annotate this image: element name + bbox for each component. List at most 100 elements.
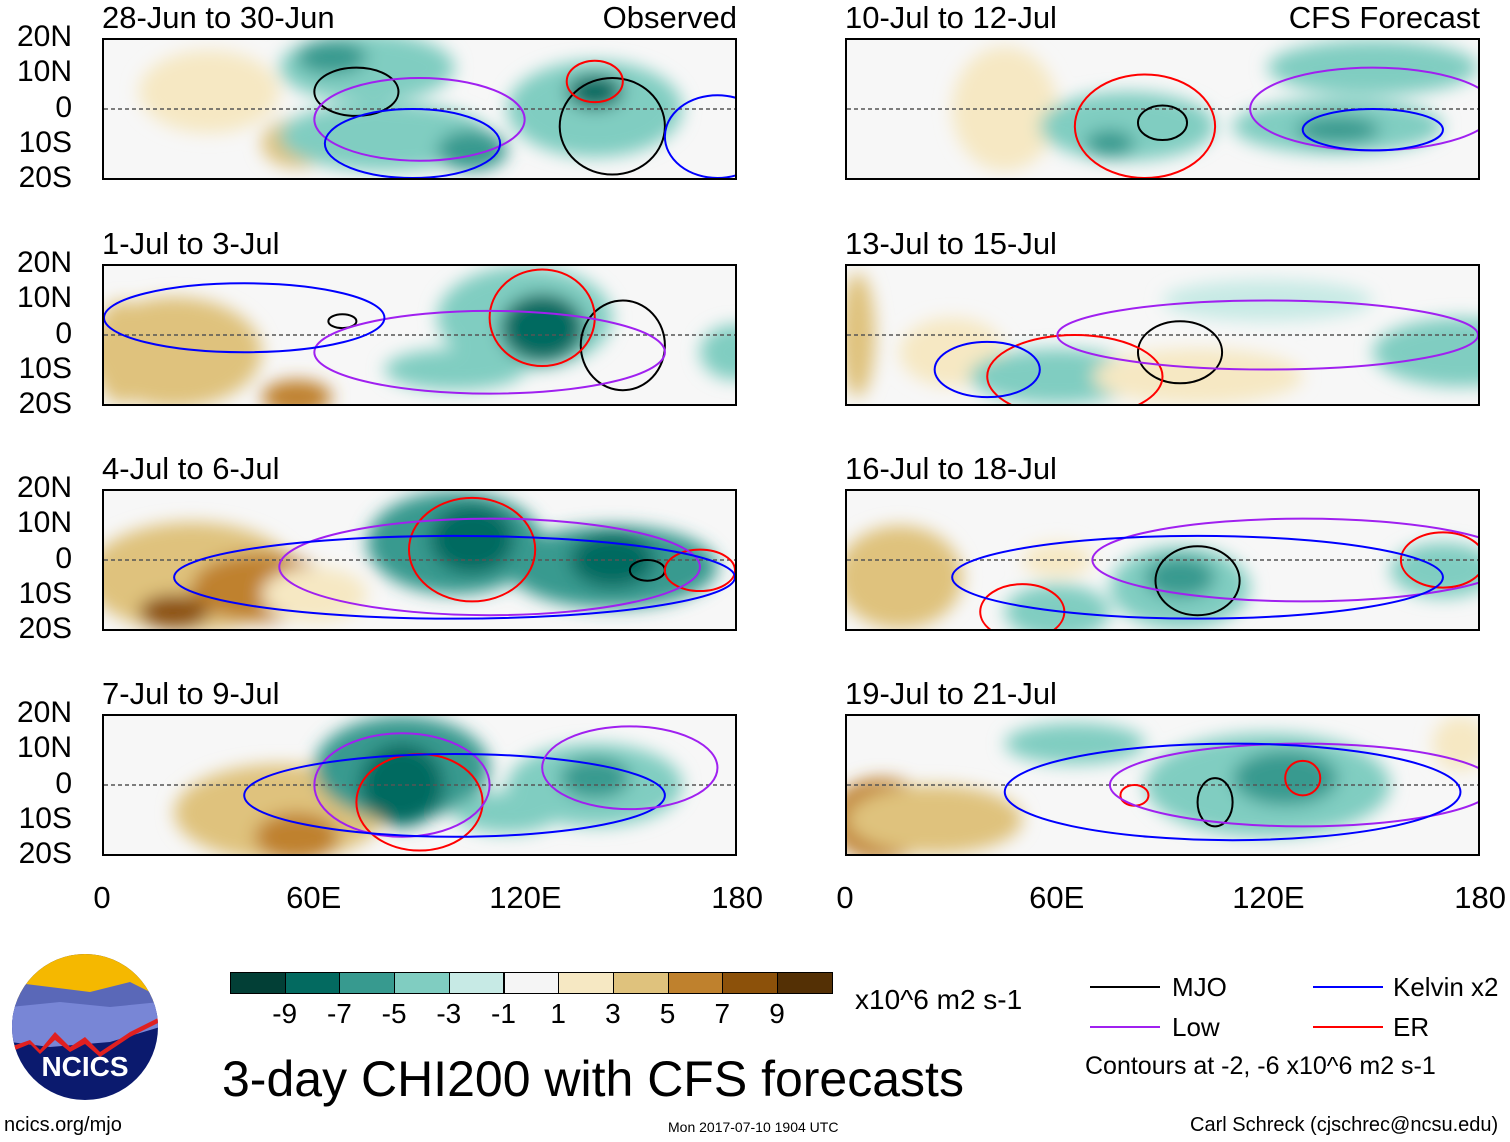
colorbar-swatch (558, 972, 614, 994)
er-contour (665, 550, 735, 591)
colorbar-swatch (612, 972, 669, 994)
colorbar-label: -5 (381, 998, 407, 1029)
anomaly-region (454, 791, 560, 834)
panel-title: 7-Jul to 9-Jul (102, 676, 280, 711)
mjo-contour (1138, 321, 1222, 383)
map-panel (102, 38, 737, 180)
anomaly-region (1295, 115, 1380, 144)
kelvin-contour (952, 536, 1443, 619)
colorbar-label: 1 (550, 998, 566, 1029)
colorbar-label: 3 (605, 998, 621, 1029)
low-contour (314, 311, 665, 394)
er-contour (1401, 532, 1478, 587)
anomaly-region (847, 785, 1023, 854)
lat-label: 20S (18, 612, 72, 646)
lat-label: 0 (55, 90, 72, 124)
panel-title: 16-Jul to 18-Jul (845, 451, 1057, 486)
anomaly-region (847, 525, 963, 629)
anomaly-region (1085, 129, 1135, 158)
colorbar-label: 7 (714, 998, 731, 1029)
anomaly-region (500, 293, 585, 363)
er-contour (567, 61, 623, 102)
lat-label: 20S (18, 387, 72, 421)
anomaly-region (139, 50, 280, 134)
lon-label: 120E (489, 880, 562, 915)
mjo-contour (328, 314, 356, 328)
anomaly-region (254, 812, 339, 854)
colorbar-swatch (339, 972, 396, 994)
colorbar-units: x10^6 m2 s-1 (855, 984, 1023, 1015)
lat-label: 0 (55, 541, 72, 575)
mjo-contour (1198, 778, 1233, 826)
anomaly-region (969, 348, 1145, 404)
colorbar-label: -1 (491, 998, 516, 1029)
anomaly-region (1004, 722, 1145, 765)
mjo-contour (581, 301, 665, 391)
figure-title: 3-day CHI200 with CFS forecasts (222, 1051, 964, 1107)
colorbar-label: -3 (436, 998, 462, 1029)
kelvin-contour (1303, 109, 1443, 150)
mjo-contour (1155, 546, 1239, 615)
kelvin-contour (244, 754, 665, 837)
legend-er-label: ER (1393, 1012, 1430, 1042)
colorbar-swatch (284, 972, 341, 994)
colorbar-label: -7 (326, 998, 352, 1029)
footer-timestamp: Mon 2017-07-10 1904 UTC (668, 1119, 839, 1135)
lat-label: 20S (18, 837, 72, 871)
legend-low-line (1090, 1026, 1160, 1028)
kelvin-contour (1005, 744, 1461, 841)
legend-mjo-line (1090, 986, 1160, 988)
kelvin-contour (935, 342, 1040, 397)
colorbar-label: 5 (659, 998, 676, 1029)
lat-label: 20N (16, 246, 72, 279)
kelvin-contour (665, 95, 735, 178)
lat-label: 20S (18, 161, 72, 195)
lat-label: 10S (18, 801, 72, 835)
map-panel (845, 264, 1480, 406)
map-panel (102, 714, 737, 856)
er-contour (1075, 75, 1215, 179)
lon-label: 180 (711, 880, 763, 915)
panel-title: 28-Jun to 30-Jun (102, 0, 335, 35)
kelvin-contour (174, 536, 735, 619)
legend-low-label: Low (1172, 1012, 1220, 1042)
lat-label: 20N (16, 471, 72, 504)
anomaly-region (296, 40, 367, 75)
lon-label: 60E (286, 880, 342, 915)
er-contour (1285, 761, 1320, 796)
lat-label: 10S (18, 125, 72, 159)
lat-label: 10N (16, 506, 72, 540)
colorbar-swatch (448, 972, 505, 994)
low-contour (1092, 519, 1478, 602)
lon-label: 0 (93, 880, 111, 915)
legend-mjo-label: MJO (1172, 972, 1227, 1002)
right-column-header: CFS Forecast (1288, 0, 1480, 35)
lat-label: 10N (16, 731, 72, 765)
er-contour (1120, 785, 1148, 806)
anomaly-region (1144, 556, 1216, 598)
left-column-header: Observed (602, 0, 737, 35)
colorbar-label: 9 (769, 998, 785, 1029)
footer-url[interactable]: ncics.org/mjo (4, 1114, 122, 1136)
map-panel (845, 489, 1480, 631)
colorbar-swatch (394, 972, 450, 994)
low-contour (314, 733, 489, 837)
map-panel (102, 489, 737, 631)
anomaly-region (699, 324, 735, 380)
lat-label: 10S (18, 576, 72, 610)
anomaly-region (384, 348, 525, 391)
lat-label: 0 (55, 766, 72, 800)
lat-label: 20N (16, 20, 72, 53)
anomaly-region (139, 594, 210, 629)
mjo-contour (560, 78, 665, 175)
anomaly-region (430, 504, 515, 574)
map-panel (845, 714, 1480, 856)
low-contour (1110, 744, 1478, 827)
ncics-logo: NCICS (10, 952, 160, 1102)
legend-er-line (1313, 1026, 1383, 1028)
anomaly-region (1432, 716, 1478, 772)
er-contour (409, 498, 535, 602)
legend-note: Contours at -2, -6 x10^6 m2 s-1 (1085, 1052, 1436, 1080)
er-contour (987, 335, 1162, 404)
lon-label: 180 (1454, 880, 1506, 915)
